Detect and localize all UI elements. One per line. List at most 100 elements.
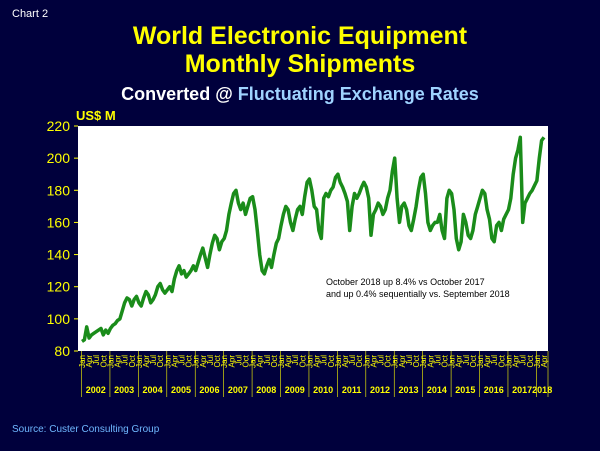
- x-month-label: Jul: [490, 355, 499, 365]
- x-month-label: Jan: [504, 355, 513, 368]
- x-year-label: 2017: [512, 385, 532, 395]
- y-tick-label: 140: [47, 247, 71, 263]
- x-month-label: Jul: [519, 355, 528, 365]
- x-month-label: Jul: [121, 355, 130, 365]
- y-tick-label: 180: [47, 182, 71, 198]
- chart-number-label: Chart 2: [12, 8, 49, 20]
- y-tick-label: 160: [47, 214, 71, 230]
- x-month-label: Jul: [263, 355, 272, 365]
- x-month-label: Apr: [256, 355, 265, 368]
- x-year-label: 2002: [86, 385, 106, 395]
- y-tick-label: 120: [47, 279, 71, 295]
- x-month-label: Jan: [220, 355, 229, 368]
- x-month-label: Jan: [277, 355, 286, 368]
- x-month-label: Jan: [334, 355, 343, 368]
- x-month-label: Apr: [341, 355, 350, 368]
- y-tick-label: 80: [54, 343, 70, 359]
- x-year-label: 2016: [484, 385, 504, 395]
- x-month-label: Jan: [78, 355, 87, 368]
- x-month-label: Apr: [540, 355, 549, 368]
- x-month-label: Jul: [348, 355, 357, 365]
- x-month-label: Jul: [433, 355, 442, 365]
- x-month-label: Jul: [149, 355, 158, 365]
- x-month-label: Apr: [114, 355, 123, 368]
- x-year-label: 2018: [532, 385, 552, 395]
- x-month-label: Apr: [142, 355, 151, 368]
- chart-annotation: October 2018 up 8.4% vs October 2017: [326, 277, 485, 287]
- x-month-label: Apr: [398, 355, 407, 368]
- x-month-label: Jan: [135, 355, 144, 368]
- x-month-label: Oct: [185, 354, 194, 367]
- x-month-label: Apr: [455, 355, 464, 368]
- x-month-label: Oct: [412, 354, 421, 367]
- x-month-label: Oct: [241, 354, 250, 367]
- x-month-label: Jan: [476, 355, 485, 368]
- x-month-label: Oct: [355, 354, 364, 367]
- x-year-label: 2004: [143, 385, 163, 395]
- x-month-label: Jul: [206, 355, 215, 365]
- x-year-label: 2005: [171, 385, 191, 395]
- x-month-label: Apr: [512, 355, 521, 368]
- x-month-label: Jul: [462, 355, 471, 365]
- x-year-label: 2015: [455, 385, 475, 395]
- x-month-label: Oct: [526, 354, 535, 367]
- x-year-label: 2007: [228, 385, 248, 395]
- x-month-label: Apr: [313, 355, 322, 368]
- x-month-label: Jul: [405, 355, 414, 365]
- chart-title-line-2: Monthly Shipments: [184, 50, 416, 78]
- x-month-label: Jan: [192, 355, 201, 368]
- x-month-label: Oct: [469, 354, 478, 367]
- x-month-label: Jan: [362, 355, 371, 368]
- y-tick-label: 100: [47, 311, 71, 327]
- y-axis-label: US$ M: [76, 108, 116, 123]
- x-year-label: 2013: [398, 385, 418, 395]
- x-month-label: Apr: [227, 355, 236, 368]
- subtitle-prefix: Converted @: [121, 84, 238, 104]
- y-tick-label: 220: [47, 118, 71, 134]
- x-month-label: Jul: [320, 355, 329, 365]
- x-year-label: 2012: [370, 385, 390, 395]
- y-tick-label: 200: [47, 150, 71, 166]
- x-year-label: 2006: [199, 385, 219, 395]
- x-month-label: Oct: [128, 354, 137, 367]
- x-month-label: Apr: [483, 355, 492, 368]
- x-month-label: Jul: [377, 355, 386, 365]
- x-month-label: Jan: [533, 355, 542, 368]
- x-month-label: Apr: [85, 355, 94, 368]
- x-year-label: 2009: [285, 385, 305, 395]
- x-month-label: Oct: [213, 354, 222, 367]
- x-year-label: 2003: [114, 385, 134, 395]
- x-month-label: Apr: [426, 355, 435, 368]
- x-month-label: Apr: [199, 355, 208, 368]
- x-month-label: Apr: [170, 355, 179, 368]
- x-month-label: Jan: [163, 355, 172, 368]
- x-month-label: Jan: [305, 355, 314, 368]
- chart-annotation: and up 0.4% sequentially vs. September 2…: [326, 289, 510, 299]
- x-month-label: Jan: [448, 355, 457, 368]
- x-month-label: Jan: [249, 355, 258, 368]
- x-month-label: Oct: [384, 354, 393, 367]
- x-year-label: 2014: [427, 385, 447, 395]
- x-month-label: Oct: [440, 354, 449, 367]
- x-month-label: Jan: [419, 355, 428, 368]
- x-month-label: Oct: [270, 354, 279, 367]
- x-year-label: 2011: [342, 385, 362, 395]
- x-month-label: Jan: [106, 355, 115, 368]
- x-year-label: 2010: [313, 385, 333, 395]
- x-year-label: 2008: [256, 385, 276, 395]
- x-month-label: Oct: [99, 354, 108, 367]
- plot-area: [78, 126, 548, 351]
- x-month-label: Apr: [284, 355, 293, 368]
- x-month-label: Jan: [391, 355, 400, 368]
- x-month-label: Jul: [92, 355, 101, 365]
- x-month-label: Oct: [298, 354, 307, 367]
- x-month-label: Jul: [234, 355, 243, 365]
- x-month-label: Oct: [156, 354, 165, 367]
- x-month-label: Jul: [291, 355, 300, 365]
- x-month-label: Apr: [369, 355, 378, 368]
- subtitle-accent: Fluctuating Exchange Rates: [237, 84, 479, 104]
- series-line: [81, 135, 546, 343]
- source-note: Source: Custer Consulting Group: [12, 424, 160, 435]
- x-month-label: Oct: [497, 354, 506, 367]
